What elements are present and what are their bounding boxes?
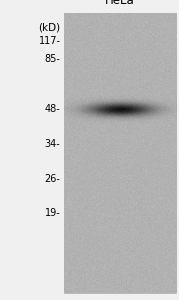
- Text: HeLa: HeLa: [105, 0, 135, 8]
- Text: 85-: 85-: [45, 53, 61, 64]
- Text: 48-: 48-: [45, 104, 61, 115]
- Text: 19-: 19-: [45, 208, 61, 218]
- Text: 34-: 34-: [45, 139, 61, 149]
- FancyBboxPatch shape: [64, 14, 176, 292]
- Text: (kD): (kD): [38, 22, 61, 32]
- Text: 26-: 26-: [45, 173, 61, 184]
- Text: 117-: 117-: [38, 35, 61, 46]
